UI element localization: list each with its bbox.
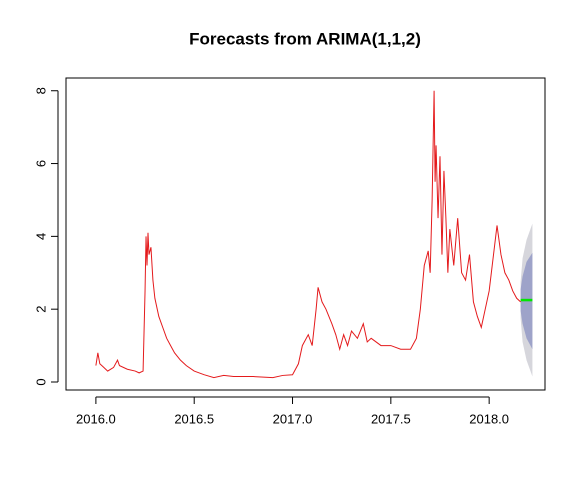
- x-tick-label: 2016.5: [174, 411, 214, 426]
- x-tick-label: 2017.0: [273, 411, 313, 426]
- x-tick-label: 2017.5: [371, 411, 411, 426]
- y-tick-label: 6: [33, 160, 48, 167]
- y-tick-label: 0: [33, 378, 48, 385]
- chart-title: Forecasts from ARIMA(1,1,2): [189, 29, 421, 48]
- data-line: [95, 90, 521, 379]
- y-tick-label: 8: [33, 87, 48, 94]
- y-tick-label: 4: [33, 233, 48, 240]
- x-tick-label: 2018.0: [469, 411, 509, 426]
- y-tick-label: 2: [33, 306, 48, 313]
- plot-box: [65, 77, 546, 391]
- x-tick-label: 2016.0: [76, 411, 116, 426]
